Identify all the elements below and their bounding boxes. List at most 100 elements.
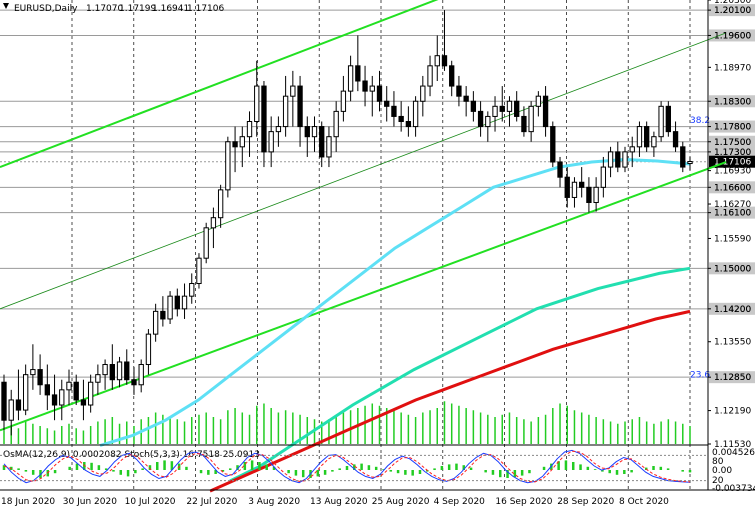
candle-body [470, 100, 477, 112]
candle-body [557, 161, 563, 178]
candle-body [152, 310, 159, 335]
trend-channel-line [0, 161, 727, 432]
candle-body [672, 131, 679, 148]
level-label-box [709, 95, 755, 108]
moving-average-line [99, 157, 691, 447]
price-tick-label: 1.12190 [714, 407, 751, 417]
subwindow-tick-label: 80 [712, 457, 724, 467]
date-label: 3 Aug 2020 [248, 497, 300, 507]
stoch-signal-line [3, 450, 691, 483]
candle-body [412, 100, 419, 128]
stoch-main-line [3, 449, 691, 484]
price-tick-label: 1.16100 [714, 209, 751, 219]
date-axis: 18 Jun 2020 30 Jun 2020 10 Jul 2020 22 Jul … [1, 497, 669, 507]
level-label: 1.14200 [714, 305, 751, 315]
price-tick-label: 1.13550 [714, 338, 751, 348]
candle-body [347, 65, 354, 92]
candle-body [138, 364, 144, 386]
candle-body [59, 389, 65, 406]
candle-body [362, 80, 368, 92]
header-open: 1.17070 [86, 4, 123, 14]
subwindow-tick-label: 0.0045263 [712, 448, 755, 458]
header-symbol: EURUSD,Daily [14, 4, 78, 14]
trend-channel-line [0, 32, 727, 310]
candle-body [521, 115, 527, 133]
price-tick-label: 1.19600 [714, 31, 751, 41]
candle-body [275, 126, 282, 133]
candle-body [1, 381, 7, 421]
candle-body [15, 399, 22, 411]
candle-body [304, 126, 310, 138]
candle-body [160, 310, 166, 320]
price-tick-label: 1.11530 [714, 440, 751, 450]
candle-body [124, 361, 130, 381]
level-label-box [709, 145, 755, 158]
price-tick-label: 1.16600 [714, 183, 751, 193]
level-label: 1.15000 [714, 264, 751, 274]
candle-body [282, 95, 289, 128]
subwindow-tick-label: 0.00 [712, 466, 732, 476]
price-tick-label: 1.18300 [714, 97, 751, 107]
date-label: 10 Jul 2020 [125, 497, 176, 507]
candle-body [290, 85, 296, 97]
fib-level-label: 23.6 [690, 371, 710, 381]
candle-body [246, 121, 253, 138]
candle-body [102, 364, 108, 376]
trend-channel-line [0, 0, 439, 169]
candle-body [22, 374, 29, 411]
candle-body [189, 283, 195, 297]
candle-body [369, 85, 375, 92]
candle-body [181, 295, 188, 310]
level-label: 1.12850 [714, 373, 751, 383]
candle-body [87, 381, 94, 406]
level-label: 1.17300 [714, 148, 751, 158]
candle-body [261, 85, 267, 153]
candle-body [66, 381, 72, 391]
candle-body [441, 55, 448, 67]
header-low: 1.16941 [152, 4, 189, 14]
date-label: 4 Sep 2020 [434, 497, 486, 507]
candle-body [485, 115, 491, 128]
price-tick-label: 1.20300 [714, 0, 751, 6]
candle-body [319, 126, 325, 158]
level-label-box [709, 181, 755, 194]
collapse-arrow-icon[interactable] [3, 3, 9, 9]
candle-body [391, 105, 397, 117]
candle-body [579, 181, 585, 188]
candle-body [658, 105, 664, 138]
price-tick-label: 1.15590 [714, 234, 751, 244]
candle-body [405, 121, 412, 128]
subwindow-tick-label: 20 [712, 476, 724, 486]
date-label: 30 Jun 2020 [63, 497, 117, 507]
candle-body [80, 399, 87, 406]
candle-body [116, 361, 123, 381]
price-tick-label: 1.14200 [714, 305, 751, 315]
candle-body [420, 85, 426, 102]
fib-level-label: 38.2 [690, 116, 710, 126]
level-label-box [709, 135, 755, 148]
price-tick-label: 1.15000 [714, 264, 751, 274]
price-tick-label: 1.16270 [714, 200, 751, 210]
date-label: 25 Aug 2020 [372, 497, 430, 507]
candle-body [550, 126, 556, 163]
volume-bars [3, 401, 691, 444]
level-label-box [709, 29, 755, 42]
candle-body [51, 394, 58, 406]
candle-body [239, 136, 245, 148]
candle-body [644, 126, 650, 148]
level-label-box [709, 206, 755, 219]
candle-body [593, 186, 599, 204]
level-label: 1.16100 [714, 209, 751, 219]
candle-body [427, 65, 433, 87]
candle-body [73, 381, 79, 401]
candle-body [506, 100, 513, 112]
candle-body [600, 166, 607, 188]
oscillator-subwindow: OsMA(12,26,9) 0.0002082 Stoch(5,3,3) 16.… [0, 448, 755, 494]
candle-body [680, 146, 686, 168]
price-tick-label: 1.18970 [714, 63, 751, 73]
current-price-label: 1.17106 [714, 158, 751, 168]
candle-body [636, 126, 643, 148]
